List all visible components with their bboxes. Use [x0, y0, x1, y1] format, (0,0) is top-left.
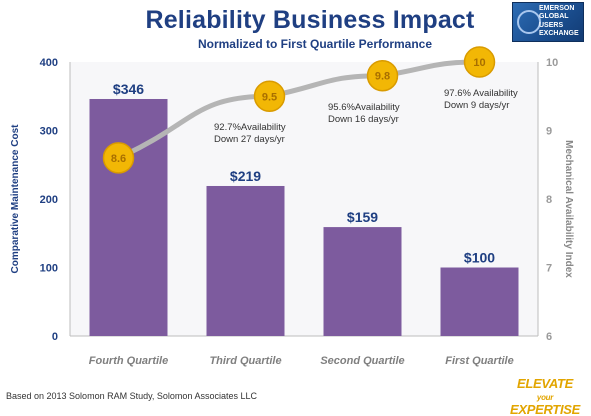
logo-line: USERS [539, 21, 564, 29]
availability-marker [366, 59, 399, 92]
logo-text: EMERSON GLOBAL USERS EXCHANGE [539, 5, 583, 39]
bar-series [89, 98, 519, 337]
x-tick-label: First Quartile [445, 355, 513, 367]
availability-annotation: Down 9 days/yr [444, 100, 509, 111]
elevate-small: your [536, 393, 554, 402]
logo-line: EMERSON [539, 5, 575, 12]
data-labels: $346 $219 $159 $100 8.6 9.5 9.8 10 92.7%Availabi… [111, 57, 518, 266]
y2-tick-label: 9 [546, 126, 552, 138]
y-tick-label: 200 [40, 194, 58, 206]
availability-marker [463, 46, 496, 78]
chart-title: Reliability Business Impact [145, 6, 475, 34]
y2-tick-label: 7 [546, 263, 552, 275]
availability-annotation: 97.6% Availability [444, 88, 518, 99]
source-footnote: Based on 2013 Solomon RAM Study, Solomon… [6, 391, 257, 401]
availability-value-label: 8.6 [111, 153, 126, 165]
elevate-logo: ELEVATE your EXPERTISE [500, 376, 590, 416]
bar [440, 267, 519, 336]
y2-tick-label: 8 [546, 194, 552, 206]
availability-value-label: 9.5 [262, 91, 277, 103]
bar [206, 185, 285, 336]
availability-marker [102, 142, 135, 174]
emerson-logo: EMERSON GLOBAL USERS EXCHANGE [512, 2, 584, 42]
x-tick-label: Fourth Quartile [89, 355, 168, 367]
availability-annotation: Down 27 days/yr [214, 134, 285, 145]
y2-tick-label: 6 [546, 331, 552, 343]
y2-axis-title: Mechanical Availability Index [563, 140, 574, 278]
x-tick-label: Third Quartile [209, 355, 281, 367]
availability-series [102, 46, 496, 174]
y2-tick-label: 10 [546, 57, 558, 69]
bar-value-label: $159 [347, 209, 378, 225]
elevate-line1: ELEVATE your [517, 376, 573, 402]
bar [323, 227, 402, 336]
chart-subtitle: Normalized to First Quartile Performance [197, 37, 433, 51]
availability-annotation: Down 16 days/yr [328, 114, 399, 125]
bar-value-label: $346 [113, 81, 144, 97]
y-tick-label: 100 [40, 263, 58, 275]
availability-value-label: 9.8 [375, 71, 390, 83]
axes: 0 100 200 300 400 6 7 8 9 10 Comparative Maintenan… [10, 57, 574, 367]
y-axis-title: Comparative Maintenance Cost [10, 124, 21, 274]
y-tick-label: 300 [40, 126, 58, 138]
globe-icon [517, 10, 541, 34]
y-tick-label: 0 [52, 331, 58, 343]
y-tick-label: 400 [40, 57, 58, 69]
availability-annotation: 92.7%Availability [214, 122, 286, 133]
bar-value-label: $219 [230, 168, 261, 184]
bar [89, 98, 168, 337]
bar-value-label: $100 [464, 250, 495, 266]
availability-line [116, 59, 482, 161]
availability-value-label: 10 [473, 57, 485, 69]
logo-line: GLOBAL [539, 13, 569, 21]
x-tick-label: Second Quartile [320, 355, 404, 367]
availability-marker [253, 80, 286, 112]
availability-annotation: 95.6%Availability [328, 102, 400, 113]
elevate-line2: EXPERTISE [509, 402, 581, 416]
logo-line: EXCHANGE [539, 30, 579, 38]
